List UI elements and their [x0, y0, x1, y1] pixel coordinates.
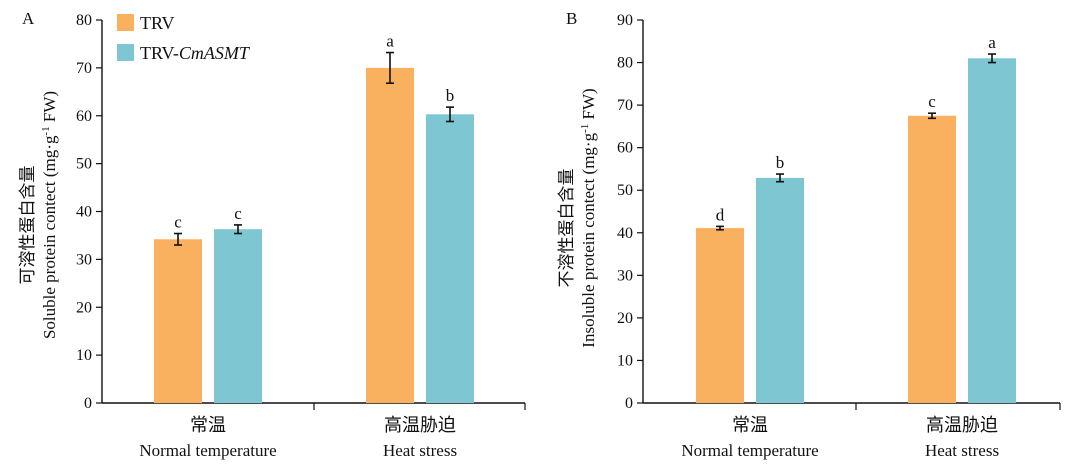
y-tick-label: 80 — [617, 55, 633, 72]
x-category-label-cn: 高温胁迫 — [384, 415, 456, 435]
y-tick-label: 50 — [76, 156, 92, 173]
legend: TRV TRV-CmASMT — [117, 13, 251, 63]
legend-label-trv: TRV — [140, 13, 175, 33]
legend-label-trv-cmasmt: TRV-CmASMT — [140, 43, 251, 63]
x-category-label-cn: 高温胁迫 — [926, 415, 998, 435]
x-category-label-cn: 常温 — [190, 415, 226, 435]
x-category-label-cn: 常温 — [732, 415, 768, 435]
y-axis-label-en-unit: FW) — [40, 91, 59, 126]
y-axis-label-en: Insoluble protein contect (mg·g-1 FW) — [579, 88, 598, 347]
bar-trv — [154, 239, 202, 403]
x-category-label-en: Normal temperature — [139, 441, 276, 460]
y-tick-label: 40 — [76, 204, 92, 221]
chart-panel-a: A 0 10 20 30 40 50 60 70 80 可溶性蛋白含量 Soluble protein… — [18, 9, 526, 460]
y-tick-label: 20 — [76, 299, 92, 316]
y-tick-label: 70 — [617, 97, 633, 114]
y-axis-label-en-main: Soluble protein contect (mg·g — [40, 135, 59, 339]
significance-letter: b — [776, 153, 785, 172]
significance-letter: a — [386, 32, 394, 51]
y-tick-label: 20 — [617, 310, 633, 327]
y-tick-label: 0 — [625, 395, 633, 412]
x-category-label-en: Heat stress — [383, 441, 457, 460]
y-tick-label: 30 — [617, 267, 633, 284]
panel-label: A — [22, 9, 35, 28]
y-tick-label: 80 — [76, 12, 92, 29]
bar-trv-cmasmt — [214, 229, 262, 403]
significance-letter: c — [234, 204, 242, 223]
bar-trv — [696, 228, 744, 403]
y-axis-label-cn: 可溶性蛋白含量 — [18, 166, 37, 285]
chart-panel-b: B 0 10 20 30 40 50 60 70 80 90 不溶性蛋白含量 Insoluble pro… — [557, 9, 1061, 460]
bar-trv-cmasmt — [968, 58, 1016, 404]
bar-trv — [908, 115, 956, 403]
y-tick-label: 10 — [76, 347, 92, 364]
y-tick-label: 90 — [617, 12, 633, 29]
x-category-label-en: Normal temperature — [681, 441, 818, 460]
legend-label-prefix: TRV- — [140, 43, 179, 63]
y-tick-label: 70 — [76, 60, 92, 77]
y-tick-label: 30 — [76, 251, 92, 268]
significance-letter: d — [716, 205, 725, 224]
bar-trv-cmasmt — [756, 177, 804, 403]
significance-letter: c — [928, 92, 936, 111]
y-tick-label: 60 — [617, 140, 633, 157]
y-tick-label: 40 — [617, 225, 633, 242]
y-axis-label-en: Soluble protein contect (mg·g-1 FW) — [40, 91, 59, 339]
legend-swatch-trv-cmasmt — [117, 44, 134, 61]
y-axis-label-en-sup: -1 — [40, 126, 52, 135]
y-tick-label: 50 — [617, 182, 633, 199]
y-tick-label: 0 — [84, 395, 92, 412]
bar-trv — [366, 67, 414, 403]
significance-letter: b — [446, 86, 455, 105]
y-tick-label: 60 — [76, 108, 92, 125]
panel-label: B — [566, 9, 577, 28]
y-axis-label-en-sup: -1 — [579, 124, 591, 133]
legend-label-gene: CmASMT — [179, 43, 251, 63]
y-axis-label-en-main: Insoluble protein contect (mg·g — [579, 132, 598, 347]
bar-trv-cmasmt — [426, 114, 474, 403]
significance-letter: a — [988, 33, 996, 52]
legend-swatch-trv — [117, 14, 134, 31]
significance-letter: c — [174, 213, 182, 232]
y-tick-label: 10 — [617, 352, 633, 369]
x-category-label-en: Heat stress — [925, 441, 999, 460]
y-axis-label-en-unit: FW) — [579, 88, 598, 123]
y-axis-label-cn: 不溶性蛋白含量 — [557, 169, 576, 288]
